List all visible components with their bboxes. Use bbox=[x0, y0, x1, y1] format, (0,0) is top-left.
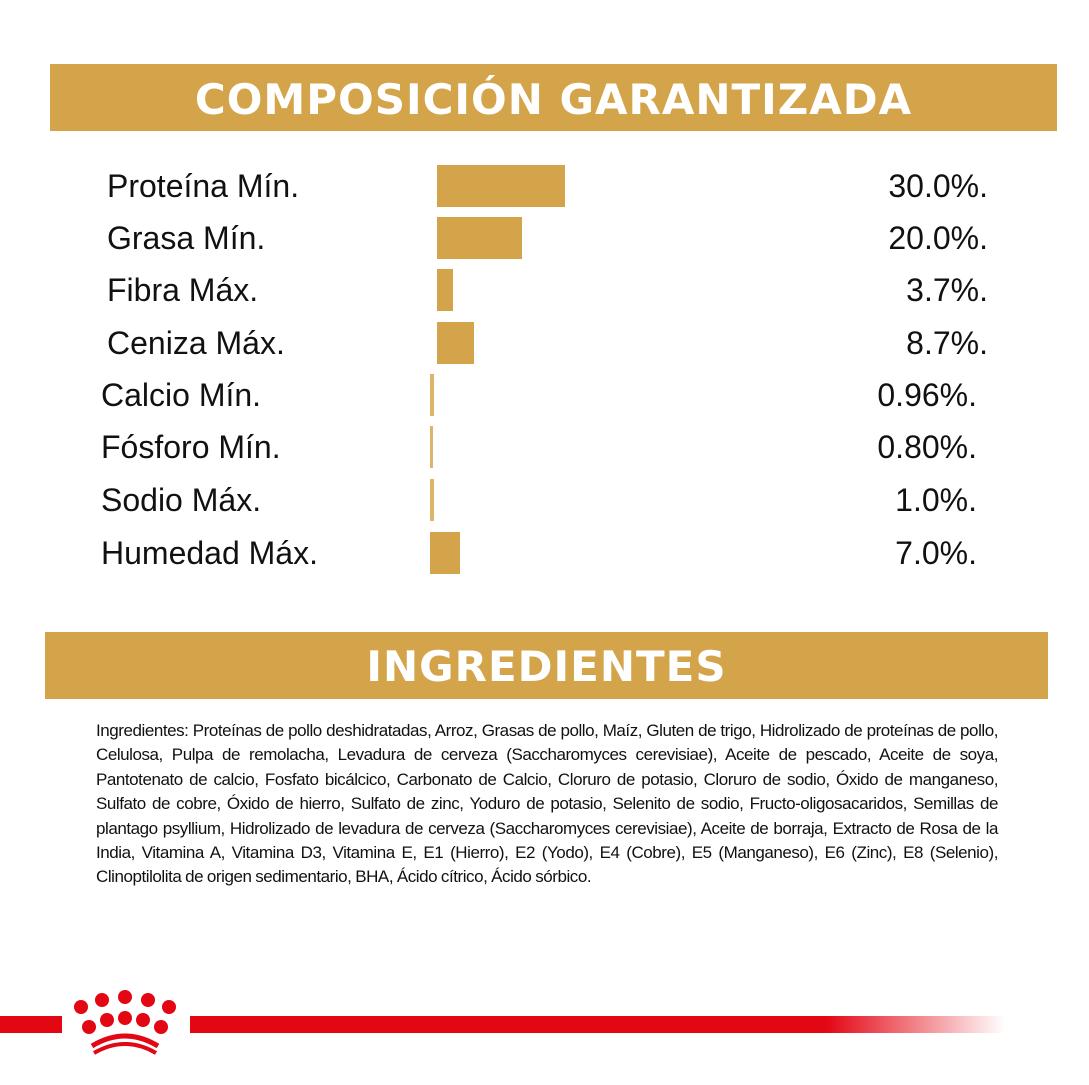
chart-row: Ceniza Máx. 8.7%. bbox=[0, 318, 1089, 368]
value-label: 7.0%. bbox=[895, 535, 977, 571]
red-stripe-right bbox=[190, 1016, 1005, 1033]
category-label: Calcio Mín. bbox=[101, 377, 262, 413]
chart-row: Humedad Máx. 7.0%. bbox=[0, 528, 1089, 578]
ingredients-title-banner: INGREDIENTES bbox=[45, 632, 1048, 699]
category-label: Sodio Máx. bbox=[101, 482, 262, 518]
chart-row: Calcio Mín. 0.96%. bbox=[0, 370, 1089, 420]
red-stripe-left bbox=[0, 1016, 62, 1033]
category-label: Fósforo Mín. bbox=[101, 429, 281, 465]
category-label: Fibra Máx. bbox=[107, 272, 259, 308]
chart-row: Grasa Mín. 20.0%. bbox=[0, 213, 1089, 263]
chart-row: Sodio Máx. 1.0%. bbox=[0, 475, 1089, 525]
category-label: Humedad Máx. bbox=[101, 535, 318, 571]
category-label: Ceniza Máx. bbox=[107, 325, 285, 361]
chart-row: Proteína Mín. 30.0%. bbox=[0, 161, 1089, 211]
bar bbox=[430, 426, 434, 468]
bar bbox=[430, 479, 435, 521]
value-label: 30.0%. bbox=[888, 168, 988, 204]
royal-canin-crown-icon bbox=[74, 990, 176, 1055]
composition-title-banner: COMPOSICIÓN GARANTIZADA bbox=[50, 64, 1057, 131]
bar bbox=[430, 374, 435, 416]
value-label: 3.7%. bbox=[906, 272, 988, 308]
value-label: 8.7%. bbox=[906, 325, 988, 361]
value-label: 1.0%. bbox=[895, 482, 977, 518]
bar bbox=[430, 532, 460, 574]
ingredients-title: INGREDIENTES bbox=[366, 642, 727, 691]
chart-row: Fibra Máx. 3.7%. bbox=[0, 265, 1089, 315]
chart-row: Fósforo Mín. 0.80%. bbox=[0, 422, 1089, 472]
bar bbox=[437, 322, 475, 364]
bar bbox=[437, 217, 523, 259]
bar bbox=[437, 165, 566, 207]
bar bbox=[437, 269, 453, 311]
value-label: 20.0%. bbox=[888, 220, 988, 256]
value-label: 0.96%. bbox=[877, 377, 977, 413]
category-label: Grasa Mín. bbox=[107, 220, 266, 256]
composition-title: COMPOSICIÓN GARANTIZADA bbox=[194, 75, 913, 124]
category-label: Proteína Mín. bbox=[107, 168, 300, 204]
value-label: 0.80%. bbox=[877, 429, 977, 465]
ingredients-text: Ingredientes: Proteínas de pollo deshidr… bbox=[96, 721, 998, 887]
